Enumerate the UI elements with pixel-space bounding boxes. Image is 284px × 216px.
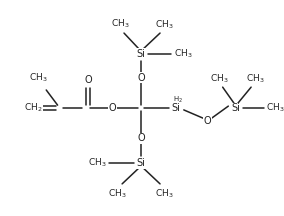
Text: CH$_3$: CH$_3$	[29, 71, 48, 84]
Text: CH$_3$: CH$_3$	[266, 102, 284, 114]
Text: CH$_3$: CH$_3$	[111, 17, 130, 30]
Text: CH$_3$: CH$_3$	[210, 72, 228, 85]
Text: Si: Si	[172, 103, 181, 113]
Text: CH$_3$: CH$_3$	[88, 157, 107, 169]
Text: O: O	[109, 103, 116, 113]
Text: CH$_3$: CH$_3$	[108, 187, 127, 200]
Text: H$_2$: H$_2$	[173, 94, 183, 105]
Text: O: O	[137, 73, 145, 83]
Text: O: O	[84, 75, 92, 84]
Text: CH$_2$: CH$_2$	[24, 102, 42, 114]
Text: CH$_3$: CH$_3$	[246, 72, 264, 85]
Text: Si: Si	[231, 103, 240, 113]
Text: CH$_3$: CH$_3$	[154, 18, 173, 31]
Text: CH$_3$: CH$_3$	[155, 187, 174, 200]
Text: Si: Si	[137, 49, 145, 59]
Text: Si: Si	[137, 158, 145, 168]
Text: O: O	[137, 133, 145, 143]
Text: O: O	[204, 116, 211, 126]
Text: CH$_3$: CH$_3$	[174, 48, 192, 60]
